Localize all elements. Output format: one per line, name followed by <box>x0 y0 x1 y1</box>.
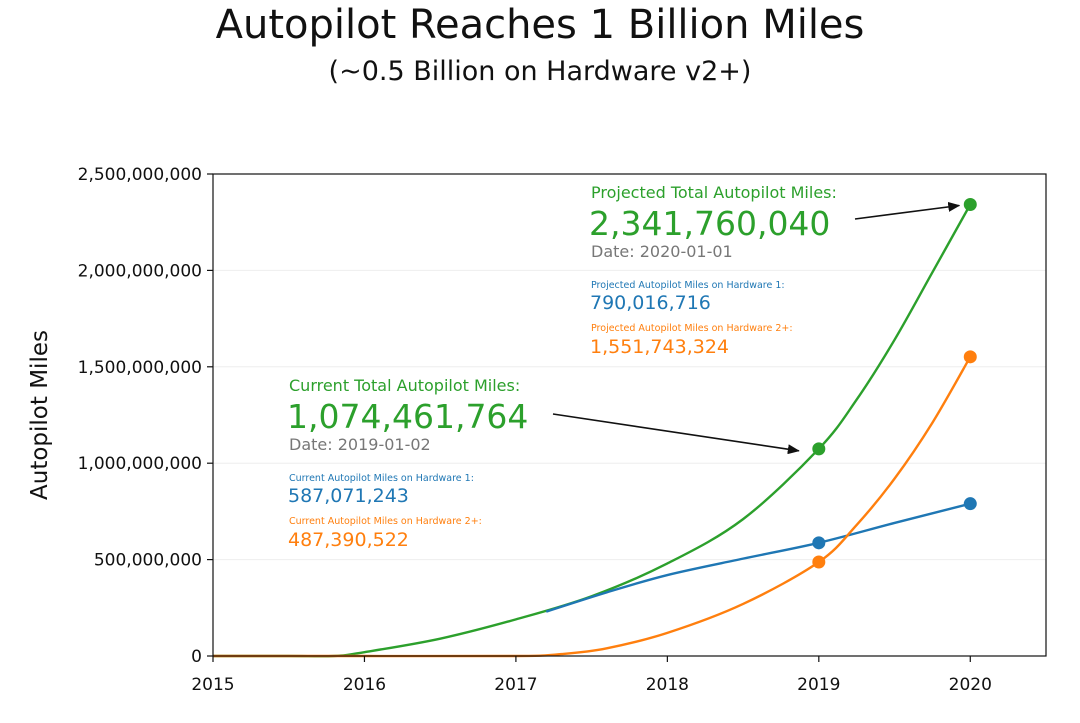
projected-hw1-label: Projected Autopilot Miles on Hardware 1: <box>591 280 785 291</box>
y-tick-label-0: 0 <box>191 647 202 667</box>
current-hw2-value: 487,390,522 <box>288 529 409 551</box>
chart-subtitle: (~0.5 Billion on Hardware v2+) <box>328 56 752 87</box>
series-line-1 <box>545 502 971 613</box>
series-0-marker-1 <box>963 198 977 212</box>
current-total-heading: Current Total Autopilot Miles: <box>289 376 520 395</box>
projected-hw2-value: 1,551,743,324 <box>590 336 729 358</box>
y-tick-label-2: 1,000,000,000 <box>78 454 202 474</box>
projected-date: Date: 2020-01-01 <box>591 242 733 261</box>
y-tick-label-1: 500,000,000 <box>94 551 202 571</box>
x-tick-label-3: 2018 <box>646 675 689 695</box>
projected-hw1-value: 790,016,716 <box>590 292 711 314</box>
x-tick-label-4: 2019 <box>797 675 840 695</box>
current-hw1-label: Current Autopilot Miles on Hardware 1: <box>289 473 474 484</box>
projected-total-heading: Projected Total Autopilot Miles: <box>591 183 837 202</box>
projected-hw2-label: Projected Autopilot Miles on Hardware 2+… <box>591 323 793 334</box>
projected-total-value: 2,341,760,040 <box>589 204 830 243</box>
y-axis-label: Autopilot Miles <box>27 330 53 500</box>
x-tick-label-2: 2017 <box>494 675 537 695</box>
projected-arrow <box>854 201 961 220</box>
current-total-value: 1,074,461,764 <box>287 397 528 436</box>
y-tick-label-4: 2,000,000,000 <box>78 261 202 281</box>
y-tick-label-5: 2,500,000,000 <box>78 165 202 185</box>
axis-ticks: 2015 2016 2017 2018 2019 2020 0 500,000,000 1,00… <box>78 165 992 695</box>
series-1-marker-1 <box>963 497 977 511</box>
series-2-marker-0 <box>812 555 826 569</box>
x-tick-label-0: 2015 <box>191 675 234 695</box>
x-tick-label-1: 2016 <box>343 675 386 695</box>
plot-area-frame <box>212 173 1047 657</box>
x-tick-label-5: 2020 <box>949 675 992 695</box>
series-0-marker-0 <box>812 442 826 456</box>
current-arrow <box>552 413 800 455</box>
current-date: Date: 2019-01-02 <box>289 435 431 454</box>
current-hw2-label: Current Autopilot Miles on Hardware 2+: <box>289 516 482 527</box>
current-hw1-value: 587,071,243 <box>288 485 409 507</box>
chart-title: Autopilot Reaches 1 Billion Miles <box>215 2 865 48</box>
series-2-marker-1 <box>963 350 977 364</box>
y-tick-label-3: 1,500,000,000 <box>78 358 202 378</box>
series-1-marker-0 <box>812 536 826 550</box>
